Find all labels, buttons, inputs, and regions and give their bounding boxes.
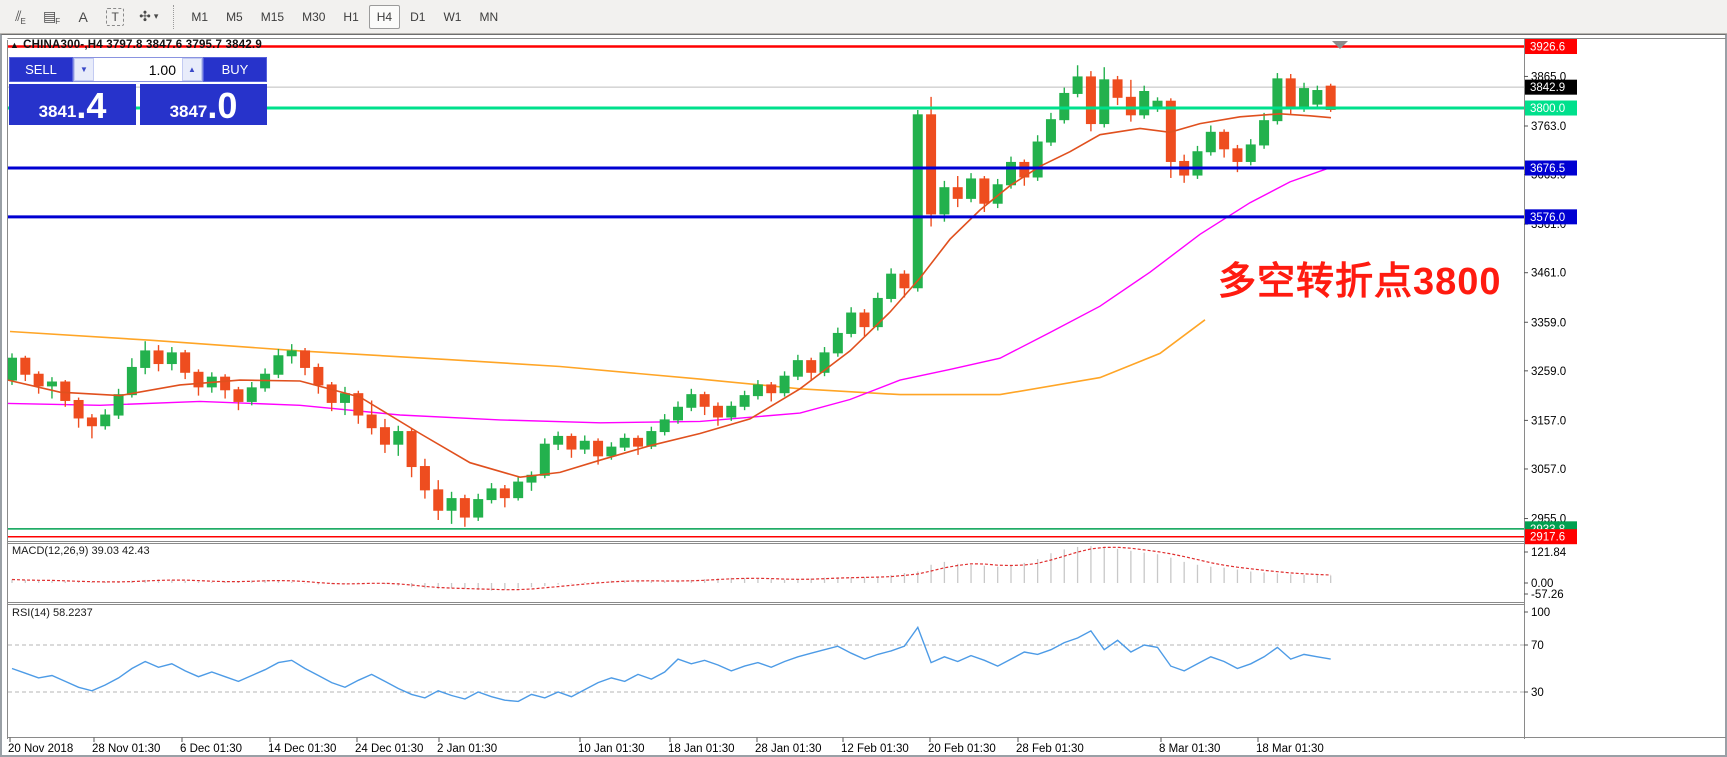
- dropdown-caret-icon[interactable]: ▾: [153, 11, 159, 21]
- svg-text:3800.0: 3800.0: [1530, 103, 1565, 115]
- toolbar-separator: [173, 4, 175, 29]
- svg-text:28 Jan 01:30: 28 Jan 01:30: [755, 743, 822, 755]
- ask-main-digits: 3847: [169, 102, 208, 121]
- candles-layer: [8, 65, 1336, 527]
- buy-button[interactable]: BUY: [203, 57, 267, 82]
- svg-text:18 Mar 01:30: 18 Mar 01:30: [1256, 743, 1324, 755]
- bid-dot: .: [76, 85, 87, 127]
- timeframe-button-M5[interactable]: M5: [226, 9, 243, 24]
- chart-shift-marker-icon[interactable]: [1332, 41, 1348, 49]
- ma-mid-line: [8, 166, 1332, 424]
- sell-button[interactable]: SELL: [9, 57, 73, 82]
- svg-text:3259.0: 3259.0: [1531, 366, 1566, 378]
- svg-text:6 Dec 01:30: 6 Dec 01:30: [180, 743, 242, 755]
- svg-text:30: 30: [1531, 687, 1544, 699]
- toolbar: ⫽ E ▤ F A T ✣ ▾ M1 M5 M15 M30 H1 H4 D1 W1 MN: [0, 0, 1727, 34]
- svg-text:14 Dec 01:30: 14 Dec 01:30: [268, 743, 336, 755]
- svg-text:70: 70: [1531, 640, 1544, 652]
- svg-text:-57.26: -57.26: [1531, 589, 1564, 601]
- text-label-icon[interactable]: A: [78, 8, 88, 25]
- timeframe-button-W1[interactable]: W1: [443, 9, 462, 24]
- chart-title-text: CHINA300-,H4 3797.8 3847.6 3795.7 3842.9: [23, 39, 262, 51]
- svg-text:3057.0: 3057.0: [1531, 464, 1566, 476]
- macd-panel: [11, 546, 1332, 591]
- ask-price[interactable]: 3847. 0: [140, 84, 267, 125]
- bid-main-digits: 3841: [38, 102, 77, 121]
- timeframe-button-H4[interactable]: H4: [368, 4, 401, 29]
- svg-text:8 Mar 01:30: 8 Mar 01:30: [1159, 743, 1220, 755]
- cursor-mode-icon[interactable]: ✣ ▾: [139, 8, 159, 24]
- ma-fast-line: [8, 112, 1332, 479]
- volume-increase-button[interactable]: ▲: [182, 58, 202, 81]
- svg-text:18 Jan 01:30: 18 Jan 01:30: [668, 743, 735, 755]
- bid-big-digit: 4: [86, 85, 107, 127]
- svg-text:3461.0: 3461.0: [1531, 268, 1566, 280]
- bid-price[interactable]: 3841. 4: [9, 84, 136, 125]
- svg-text:28 Feb 01:30: 28 Feb 01:30: [1016, 743, 1084, 755]
- timeframe-button-D1[interactable]: D1: [410, 9, 426, 24]
- rsi-label: RSI(14) 58.2237: [12, 607, 93, 619]
- timeframe-button-M30[interactable]: M30: [302, 9, 326, 24]
- chart-frame: [7, 38, 1726, 739]
- volume-value[interactable]: 1.00: [148, 61, 176, 78]
- svg-text:3576.0: 3576.0: [1530, 212, 1565, 224]
- svg-text:100: 100: [1531, 607, 1550, 619]
- rsi-line: [11, 625, 1331, 703]
- chart-title: ▲ CHINA300-,H4 3797.8 3847.6 3795.7 3842.…: [10, 39, 262, 51]
- date-axis[interactable]: 20 Nov 2018 28 Nov 01:30 6 Dec 01:30 14 Dec…: [8, 737, 1324, 756]
- price-axis[interactable]: 3865.03763.03663.03561.03461.03359.03259…: [1524, 39, 1577, 699]
- one-click-trading-panel: SELL ▼ 1.00 ▲ BUY 3841. 4 3847. 0: [9, 57, 267, 125]
- volume-decrease-button[interactable]: ▼: [74, 58, 94, 81]
- timeframe-button-M1[interactable]: M1: [191, 9, 209, 24]
- svg-text:28 Nov 01:30: 28 Nov 01:30: [92, 743, 160, 755]
- volume-field[interactable]: ▼ 1.00 ▲: [73, 57, 203, 82]
- svg-text:3842.9: 3842.9: [1530, 82, 1565, 94]
- ask-dot: .: [207, 85, 218, 127]
- timeframe-button-H1[interactable]: H1: [343, 9, 359, 24]
- svg-text:2 Jan 01:30: 2 Jan 01:30: [437, 743, 497, 755]
- chart-window: [0, 34, 1727, 757]
- macd-label: MACD(12,26,9) 39.03 42.43: [12, 545, 150, 557]
- ma-slow-line: [9, 319, 1206, 396]
- symbol-marker-icon: ▲: [10, 40, 20, 50]
- svg-text:20 Feb 01:30: 20 Feb 01:30: [928, 743, 996, 755]
- svg-text:20 Nov 2018: 20 Nov 2018: [8, 743, 73, 755]
- svg-text:121.84: 121.84: [1531, 547, 1567, 559]
- svg-text:12 Feb 01:30: 12 Feb 01:30: [841, 743, 909, 755]
- equidistant-channel-icon[interactable]: ⫽ E: [15, 8, 26, 26]
- timeframe-button-M15[interactable]: M15: [260, 9, 285, 24]
- svg-text:10 Jan 01:30: 10 Jan 01:30: [578, 743, 645, 755]
- ask-big-digit: 0: [217, 85, 238, 127]
- svg-text:3926.6: 3926.6: [1530, 42, 1565, 54]
- svg-text:24 Dec 01:30: 24 Dec 01:30: [355, 743, 423, 755]
- svg-text:3763.0: 3763.0: [1531, 121, 1566, 133]
- timeframe-button-MN[interactable]: MN: [479, 9, 499, 24]
- rsi-panel: [8, 625, 1524, 703]
- text-tool-icon[interactable]: T: [106, 7, 125, 26]
- svg-text:0.00: 0.00: [1531, 578, 1553, 590]
- svg-text:3676.5: 3676.5: [1530, 163, 1565, 175]
- svg-text:3157.0: 3157.0: [1531, 415, 1566, 427]
- fibonacci-retracement-icon[interactable]: ▤ F: [43, 8, 61, 26]
- chart-annotation: 多空转折点3800: [1218, 261, 1502, 303]
- svg-text:3359.0: 3359.0: [1531, 317, 1566, 329]
- svg-text:2917.6: 2917.6: [1530, 532, 1565, 544]
